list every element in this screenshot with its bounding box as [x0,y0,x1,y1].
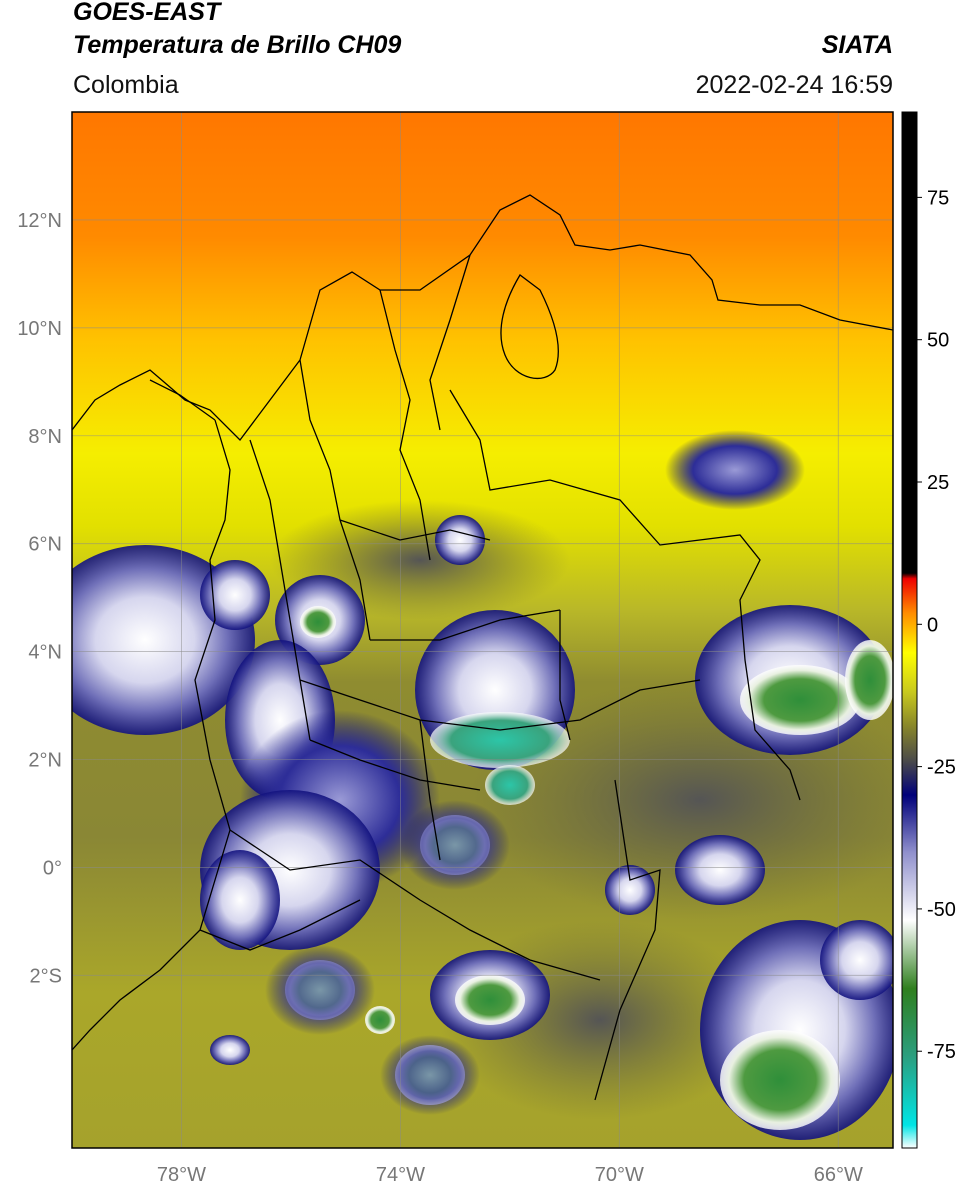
latitude-tick-label: 0° [43,857,62,879]
longitude-tick-label: 66°W [814,1164,863,1186]
longitude-tick-label: 70°W [595,1164,644,1186]
colorbar-tick-label: 0 [927,614,938,636]
graticule [72,112,893,1148]
longitude-tick-label: 78°W [157,1164,206,1186]
product-title: Temperatura de Brillo CH09 [73,31,402,59]
latitude-tick-label: 10°N [17,318,62,340]
brand-label: SIATA [821,31,893,59]
colorbar-tick-label: -25 [927,757,956,779]
latitude-tick-label: 4°N [28,642,62,664]
latitude-tick-label: 2°S [30,965,62,987]
colorbar-tick-label: -75 [927,1041,956,1063]
latitude-tick-label: 8°N [28,426,62,448]
timestamp: 2022-02-24 16:59 [695,71,893,99]
map-frame [71,111,894,1149]
brightness-temperature-field [72,112,893,1148]
colorbar-tick-label: 75 [927,187,949,209]
latitude-tick-labels: 12°N 10°N 8°N 6°N 4°N 2°N 0° 2°S [17,210,62,987]
latitude-tick-label: 2°N [28,750,62,772]
longitude-tick-label: 74°W [376,1164,425,1186]
colorbar: 75 50 25 0 -25 -50 -75 [901,111,956,1149]
satellite-title: GOES-EAST [73,0,221,26]
colorbar-tick-label: 25 [927,472,949,494]
colorbar-tick-label: 50 [927,330,949,352]
region-label: Colombia [73,71,179,99]
political-boundaries [72,194,893,1101]
latitude-tick-label: 6°N [28,534,62,556]
latitude-tick-label: 12°N [17,210,62,232]
colorbar-tick-label: -50 [927,899,956,921]
longitude-tick-labels: 78°W 74°W 70°W 66°W [157,1164,863,1186]
